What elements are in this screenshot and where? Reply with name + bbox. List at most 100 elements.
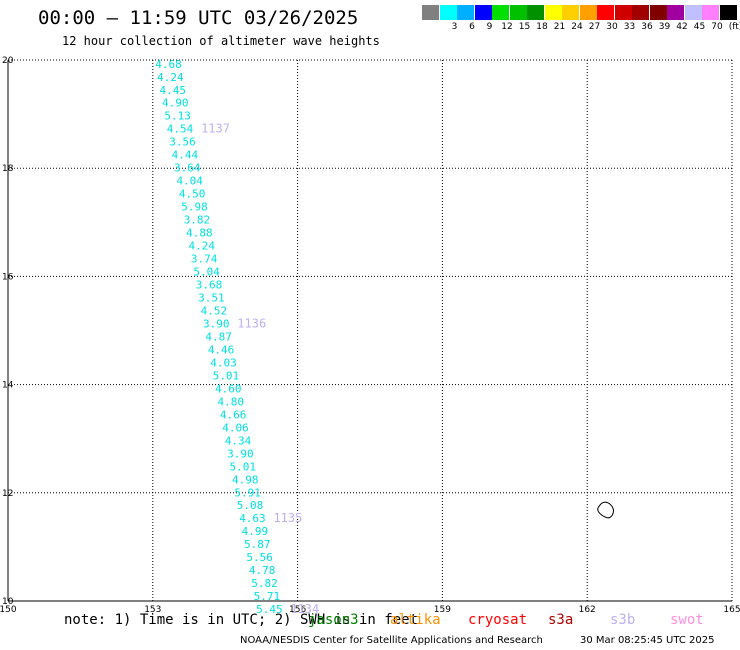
wave-height-value: 4.03 xyxy=(210,356,237,369)
wave-height-value: 5.71 xyxy=(254,590,281,603)
wave-height-value: 5.08 xyxy=(237,499,264,512)
wave-height-value: 5.01 xyxy=(213,369,240,382)
legend-label: 39 xyxy=(658,22,671,32)
wave-height-value: 4.52 xyxy=(201,304,228,317)
wave-height-value: 4.88 xyxy=(186,227,213,240)
wave-height-value: 4.45 xyxy=(160,84,187,97)
lon-tick-label: 156 xyxy=(289,605,306,615)
lat-tick-label: 18 xyxy=(2,164,14,174)
legend-swatch xyxy=(474,5,492,20)
legend-swatch xyxy=(562,5,579,20)
legend-swatch xyxy=(422,5,439,20)
satellite-cryosat: cryosat xyxy=(468,612,528,628)
generated-timestamp: 30 Mar 08:25:45 UTC 2025 xyxy=(580,635,715,646)
wave-height-value: 5.04 xyxy=(193,266,220,279)
wave-height-value: 3.68 xyxy=(196,279,223,292)
lat-tick-label: 10 xyxy=(2,597,14,607)
wave-height-value: 4.87 xyxy=(205,330,232,343)
wave-height-value: 5.82 xyxy=(251,577,277,590)
wave-height-value: 5.01 xyxy=(230,460,257,473)
legend-swatch xyxy=(614,5,632,20)
pass-time-label: 1135 xyxy=(273,511,302,525)
legend-label: 27 xyxy=(588,22,601,32)
lon-tick-label: 153 xyxy=(144,605,161,615)
legend-label: 12 xyxy=(501,22,513,32)
legend-unit: (ft) xyxy=(728,22,740,32)
wave-height-value: 4.66 xyxy=(220,408,247,421)
pass-time-label: 1137 xyxy=(201,122,230,136)
legend-swatch xyxy=(702,5,719,20)
page-subtitle: 12 hour collection of altimeter wave hei… xyxy=(62,34,380,48)
lat-tick-label: 20 xyxy=(2,56,14,66)
credit-line: NOAA/NESDIS Center for Satellite Applica… xyxy=(240,635,543,646)
legend-swatch xyxy=(492,5,509,20)
legend-label: 15 xyxy=(518,22,531,32)
wave-height-value: 3.64 xyxy=(174,162,201,175)
wave-height-value: 4.44 xyxy=(172,149,199,162)
wave-height-value: 4.54 xyxy=(167,123,194,136)
legend-label: 24 xyxy=(571,22,583,32)
legend-label: 36 xyxy=(641,22,653,32)
wave-height-value: 3.74 xyxy=(191,253,218,266)
wave-height-value: 4.80 xyxy=(217,395,244,408)
wave-height-value: 4.04 xyxy=(176,175,203,188)
wave-height-value: 4.98 xyxy=(232,473,259,486)
legend-label: 33 xyxy=(623,22,636,32)
legend-label: 6 xyxy=(469,22,475,32)
wave-height-value: 5.56 xyxy=(246,551,272,564)
legend-swatch xyxy=(544,5,562,20)
wave-height-value: 5.91 xyxy=(234,486,261,499)
legend-label: 70 xyxy=(711,22,723,32)
legend-label: 42 xyxy=(676,22,688,32)
wave-height-value: 4.60 xyxy=(215,382,242,395)
legend-label: 9 xyxy=(486,22,493,32)
legend-label: 3 xyxy=(451,22,458,32)
wave-height-value: 3.51 xyxy=(198,291,225,304)
legend-swatch xyxy=(632,5,649,20)
wave-height-value: 5.13 xyxy=(164,110,191,123)
wave-height-value: 3.90 xyxy=(227,447,254,460)
satellite-altika: altika xyxy=(390,612,441,628)
lat-tick-label: 16 xyxy=(2,272,14,282)
satellite-swot: swot xyxy=(670,612,704,628)
legend-swatch xyxy=(457,5,474,20)
wave-height-value: 4.78 xyxy=(249,564,275,577)
wave-height-value: 4.99 xyxy=(242,525,268,538)
wave-height-value: 4.24 xyxy=(189,240,216,253)
legend-swatch xyxy=(667,5,684,20)
legend-swatch xyxy=(649,5,667,20)
wave-height-value: 4.90 xyxy=(162,97,189,110)
legend-swatch xyxy=(597,5,614,20)
satellite-s3a: s3a xyxy=(548,612,574,628)
wave-height-value: 3.82 xyxy=(184,214,211,227)
wave-height-value: 3.90 xyxy=(203,317,230,330)
wave-height-value: 3.56 xyxy=(169,136,196,149)
wave-height-value: 4.34 xyxy=(225,434,252,447)
lon-tick-label: 165 xyxy=(723,605,740,615)
wave-height-value: 4.50 xyxy=(179,188,206,201)
footer-note: note: 1) Time is in UTC; 2) SWH is in fe… xyxy=(64,612,419,628)
legend-swatch xyxy=(527,5,544,20)
lat-tick-label: 14 xyxy=(2,381,14,391)
legend-swatch xyxy=(439,5,457,20)
wave-height-value: 4.68 xyxy=(155,58,182,71)
pass-time-label: 1134 xyxy=(290,602,319,616)
wave-height-value: 5.45 xyxy=(256,603,283,616)
wave-height-value: 4.06 xyxy=(222,421,249,434)
legend-swatch xyxy=(684,5,702,20)
legend-label: 45 xyxy=(693,22,706,32)
legend-swatch xyxy=(579,5,597,20)
wave-height-value: 5.98 xyxy=(181,201,208,214)
wave-height-value: 4.63 xyxy=(239,512,266,525)
lat-tick-label: 12 xyxy=(2,489,13,499)
page-title: 00:00 – 11:59 UTC 03/26/2025 xyxy=(38,7,359,29)
satellite-jason3: jason3 xyxy=(308,612,359,628)
wave-height-value: 5.87 xyxy=(244,538,270,551)
pass-time-label: 1136 xyxy=(237,316,266,330)
lon-tick-label: 162 xyxy=(579,605,596,615)
legend-label: 18 xyxy=(536,22,548,32)
wave-height-value: 4.46 xyxy=(208,343,235,356)
legend-swatch xyxy=(719,5,737,20)
legend-swatch xyxy=(509,5,527,20)
